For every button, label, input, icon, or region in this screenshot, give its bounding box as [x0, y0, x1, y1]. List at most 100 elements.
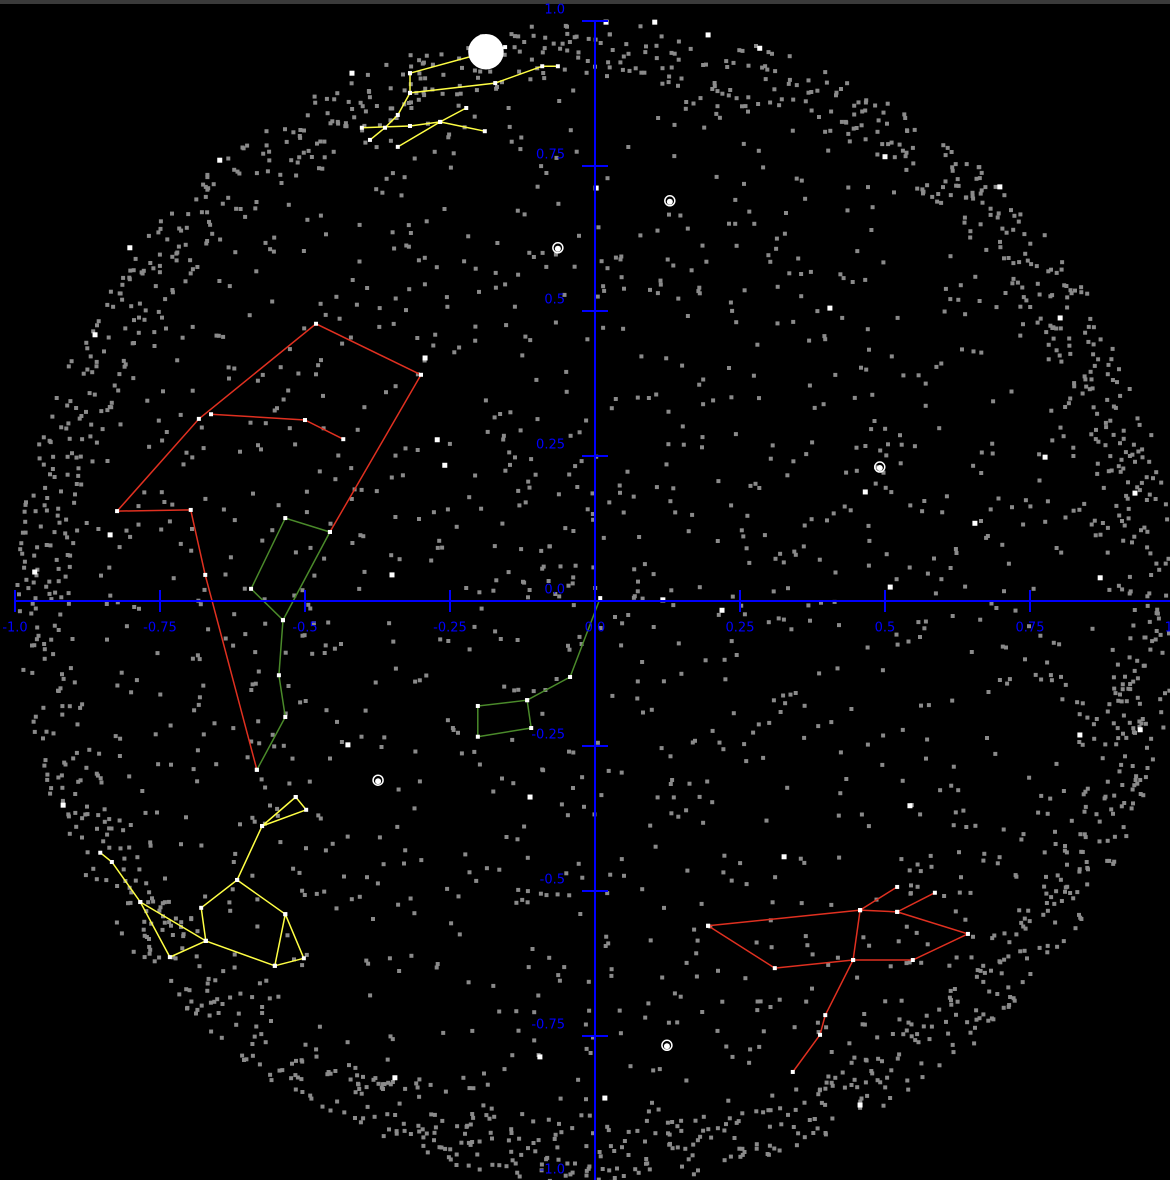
constellation-star — [383, 125, 388, 130]
faint-star — [904, 167, 909, 172]
faint-star — [448, 1157, 453, 1162]
faint-star — [849, 707, 854, 711]
faint-star — [613, 615, 617, 619]
faint-star — [543, 35, 548, 40]
faint-star — [993, 184, 998, 189]
faint-star — [289, 158, 294, 163]
faint-star — [807, 338, 812, 343]
faint-star — [191, 767, 196, 772]
faint-star — [925, 183, 930, 188]
faint-star — [1128, 636, 1133, 641]
faint-star — [669, 65, 674, 70]
faint-star — [183, 242, 188, 247]
faint-star — [177, 992, 182, 997]
faint-star — [470, 1140, 475, 1144]
faint-star — [861, 935, 866, 940]
faint-star — [573, 563, 578, 568]
faint-star — [414, 1081, 419, 1086]
faint-star — [292, 957, 296, 962]
faint-star — [492, 415, 497, 420]
faint-star — [1044, 901, 1049, 905]
faint-star — [1053, 920, 1058, 925]
y-tick-label: 1.0 — [544, 3, 565, 18]
faint-star — [1167, 631, 1170, 636]
faint-star — [860, 1022, 865, 1027]
faint-star — [826, 1074, 831, 1079]
faint-star — [361, 1116, 366, 1121]
faint-star — [621, 54, 626, 59]
faint-star — [442, 207, 447, 211]
faint-star — [41, 435, 46, 440]
faint-star — [618, 257, 623, 262]
faint-star — [44, 729, 49, 734]
faint-star — [320, 1104, 325, 1109]
faint-star — [789, 627, 794, 632]
faint-star — [987, 989, 992, 994]
faint-star — [455, 92, 460, 97]
faint-star — [742, 742, 747, 747]
faint-star — [948, 988, 953, 993]
faint-star — [534, 377, 539, 382]
faint-star — [209, 1029, 214, 1034]
faint-star — [516, 34, 521, 39]
faint-star — [1137, 422, 1142, 427]
faint-star — [324, 96, 329, 101]
faint-star — [697, 585, 702, 590]
faint-star — [197, 657, 202, 662]
faint-star — [1061, 939, 1066, 944]
faint-star — [590, 491, 595, 496]
faint-star — [459, 1140, 464, 1145]
faint-star — [846, 185, 851, 190]
faint-star — [742, 288, 747, 293]
faint-star — [163, 876, 167, 881]
faint-star — [303, 1042, 308, 1047]
faint-star — [875, 1035, 880, 1040]
faint-star — [408, 231, 413, 235]
faint-star — [1003, 291, 1008, 295]
faint-star — [1079, 290, 1084, 295]
faint-star — [986, 690, 991, 694]
faint-star — [525, 900, 530, 905]
faint-star — [194, 954, 199, 959]
faint-star — [665, 1120, 670, 1125]
faint-star — [374, 145, 379, 150]
faint-star — [693, 1118, 698, 1123]
faint-star — [431, 510, 436, 515]
faint-star — [491, 588, 496, 593]
faint-star — [788, 692, 793, 697]
faint-star — [325, 1072, 330, 1077]
faint-star — [588, 1051, 593, 1055]
faint-star — [617, 483, 622, 488]
faint-star — [120, 297, 125, 302]
faint-star — [701, 63, 706, 67]
faint-star — [754, 44, 758, 48]
faint-star — [73, 810, 78, 815]
faint-star — [355, 427, 360, 432]
faint-star — [136, 504, 141, 509]
faint-star — [291, 866, 296, 871]
faint-star — [451, 151, 456, 156]
faint-star — [711, 398, 716, 403]
faint-star — [962, 215, 967, 220]
faint-star — [440, 545, 445, 550]
faint-star — [635, 589, 640, 594]
constellation-star — [272, 963, 277, 968]
faint-star — [883, 1085, 888, 1090]
faint-star — [164, 326, 168, 331]
faint-star — [248, 420, 253, 425]
faint-star — [683, 1146, 688, 1151]
faint-star — [716, 612, 721, 617]
faint-star — [493, 629, 498, 634]
faint-star — [1035, 281, 1040, 286]
faint-star — [359, 1091, 364, 1096]
faint-star — [913, 1038, 918, 1043]
faint-star — [607, 32, 612, 37]
faint-star — [66, 601, 71, 606]
constellation-star — [395, 144, 400, 149]
faint-star — [977, 299, 982, 303]
faint-star — [1116, 464, 1121, 469]
faint-star — [1094, 427, 1098, 432]
faint-star — [768, 1005, 773, 1009]
faint-star — [615, 1166, 619, 1171]
faint-star — [324, 708, 329, 713]
